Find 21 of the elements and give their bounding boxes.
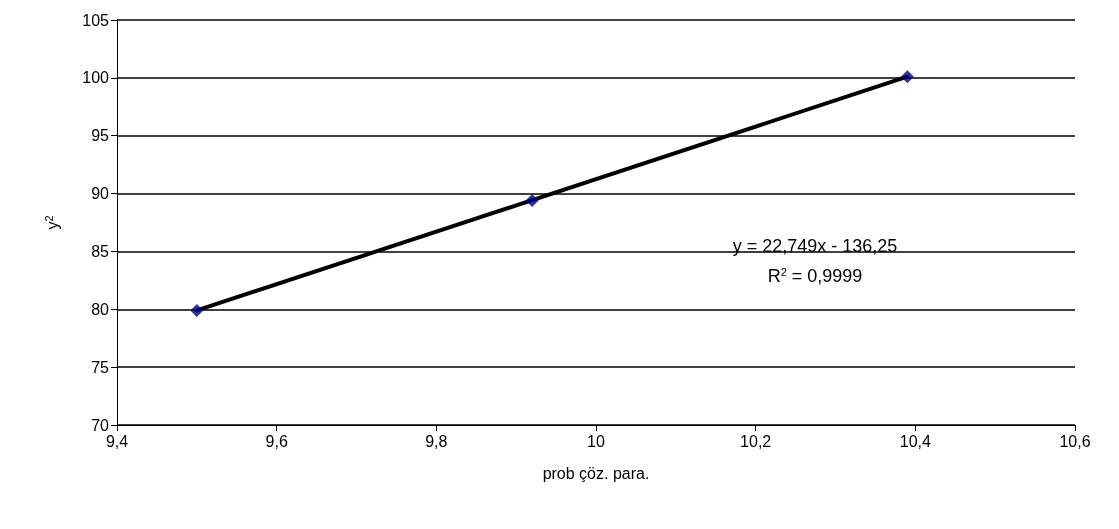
y-tick-label: 85 xyxy=(91,242,110,260)
y-tick-label: 70 xyxy=(91,416,110,434)
y-tick-label: 90 xyxy=(91,185,110,203)
x-tick-label: 10,4 xyxy=(899,432,932,450)
x-axis-title: prob çöz. para. xyxy=(542,464,650,482)
y-tick-label: 80 xyxy=(91,300,110,318)
x-tick-label: 9,4 xyxy=(105,432,129,450)
y-tick-label: 75 xyxy=(91,358,110,376)
point xyxy=(525,194,539,208)
x-tick-label: 9,6 xyxy=(265,432,288,450)
annotation: y = 22,749x - 136,25 xyxy=(732,236,898,256)
x-tick-label: 10,2 xyxy=(740,432,772,450)
y-tick-label: 100 xyxy=(82,69,110,87)
point xyxy=(190,303,204,317)
point xyxy=(900,70,914,84)
y-tick-label: 105 xyxy=(82,11,110,29)
x-tick-label: 10,6 xyxy=(1059,432,1091,450)
x-tick-label: 10 xyxy=(587,432,605,450)
x-tick-label: 9,8 xyxy=(425,432,448,450)
y-tick-label: 95 xyxy=(91,127,110,145)
y-axis-title: y2 xyxy=(42,215,61,230)
